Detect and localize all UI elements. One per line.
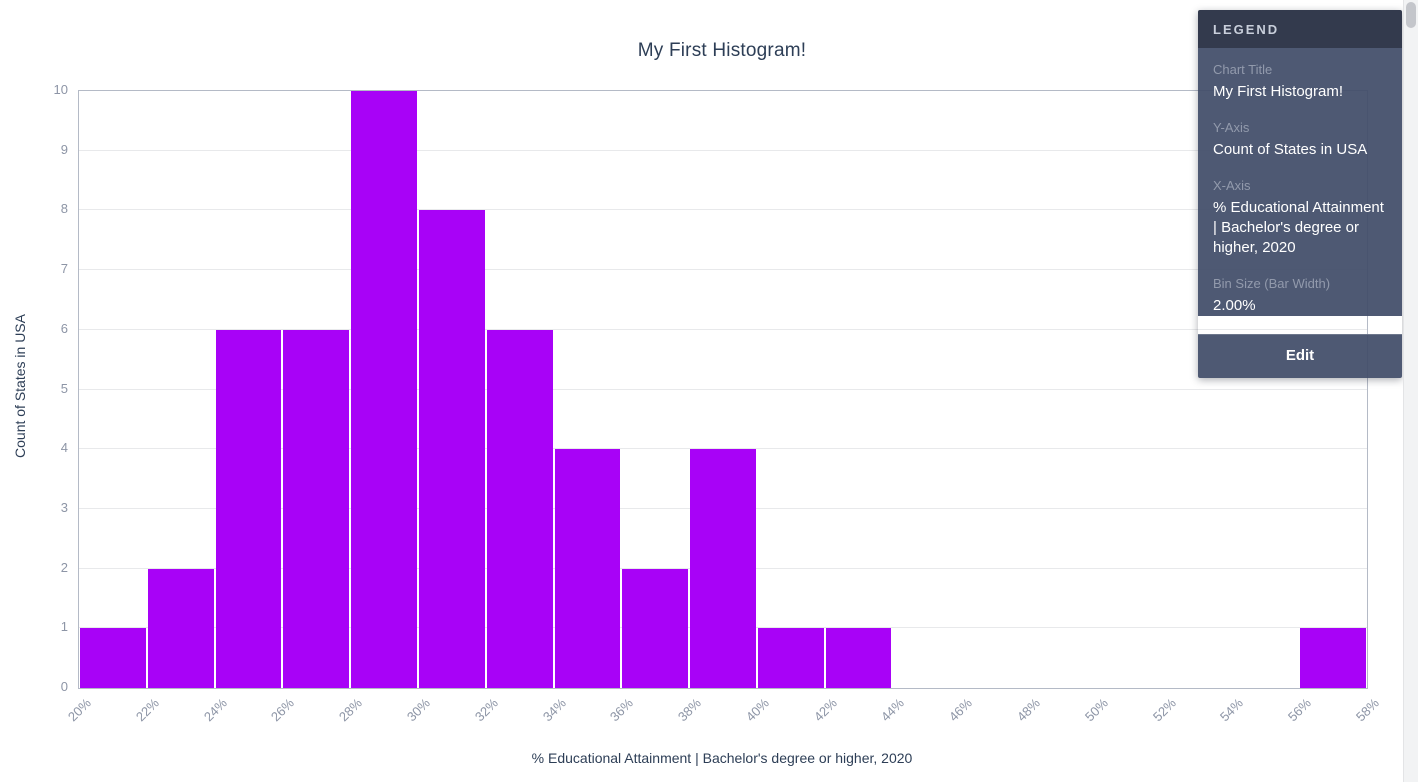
x-axis-tick-label: 44% <box>878 695 908 725</box>
histogram-bar[interactable] <box>147 568 214 688</box>
x-axis-tick-label: 28% <box>336 695 366 725</box>
histogram-bar[interactable] <box>690 449 756 688</box>
x-axis-tick-label: 46% <box>946 695 976 725</box>
edit-button[interactable]: Edit <box>1198 334 1402 378</box>
legend-header: LEGEND <box>1198 10 1402 48</box>
legend-body: Chart Title My First Histogram! Y-Axis C… <box>1198 48 1402 316</box>
y-axis-tick-label: 2 <box>60 559 68 575</box>
x-axis-tick-label: 34% <box>539 695 569 725</box>
histogram-bar[interactable] <box>825 628 892 688</box>
legend-value: % Educational Attainment | Bachelor's de… <box>1213 199 1384 256</box>
x-axis-tick-label: 56% <box>1285 695 1315 725</box>
histogram-bar[interactable] <box>486 329 553 688</box>
histogram-bar[interactable] <box>283 329 350 688</box>
legend-panel: LEGEND Chart Title My First Histogram! Y… <box>1198 10 1402 378</box>
y-axis-tick-label: 5 <box>60 380 68 396</box>
x-axis-tick-label: 24% <box>200 695 230 725</box>
histogram-bar[interactable] <box>1300 628 1366 688</box>
x-axis-tick-label: 54% <box>1217 695 1247 725</box>
legend-section-x-axis: X-Axis % Educational Attainment | Bachel… <box>1213 178 1387 258</box>
x-axis-tick-label: 32% <box>471 695 501 725</box>
gridline <box>79 388 1367 390</box>
gridline <box>79 328 1367 330</box>
y-axis-tick-label: 9 <box>60 141 68 157</box>
x-axis-tick-label: 30% <box>403 695 433 725</box>
legend-value: My First Histogram! <box>1213 83 1344 100</box>
legend-label: Bin Size (Bar Width) <box>1213 276 1331 291</box>
histogram-bar[interactable] <box>622 568 689 688</box>
gridline <box>79 149 1367 151</box>
y-axis-tick-label: 0 <box>60 679 68 694</box>
histogram-bar[interactable] <box>351 91 417 688</box>
x-axis-tick-label: 58% <box>1352 695 1382 725</box>
x-axis-title: % Educational Attainment | Bachelor's de… <box>531 750 913 766</box>
y-axis-tick-label: 4 <box>60 440 68 456</box>
x-axis-tick-label: 26% <box>268 695 298 725</box>
legend-section-chart-title: Chart Title My First Histogram! <box>1213 62 1387 102</box>
x-axis-tick-label: 40% <box>742 695 772 725</box>
y-axis-title: Count of States in USA <box>12 314 28 458</box>
histogram-bar[interactable] <box>418 210 485 688</box>
y-axis-tick-label: 10 <box>53 82 68 97</box>
gridline <box>79 448 1367 450</box>
legend-label: X-Axis <box>1213 178 1251 193</box>
legend-value: 2.00% <box>1213 297 1256 314</box>
histogram-bar[interactable] <box>554 449 621 688</box>
plot-area <box>78 90 1368 689</box>
legend-section-bin-size: Bin Size (Bar Width) 2.00% <box>1213 276 1387 316</box>
legend-section-y-axis: Y-Axis Count of States in USA <box>1213 120 1387 160</box>
x-axis-tick-label: 36% <box>607 695 637 725</box>
x-axis-tick-label: 52% <box>1149 695 1179 725</box>
chart-title: My First Histogram! <box>637 40 807 61</box>
x-axis-tick-label: 50% <box>1081 695 1111 725</box>
x-axis-tick-label: 20% <box>64 695 94 725</box>
y-axis-tick-label: 6 <box>60 320 68 336</box>
y-axis-tick-label: 1 <box>60 619 68 635</box>
legend-label: Chart Title <box>1213 62 1273 77</box>
gridline <box>79 209 1367 211</box>
scrollbar-thumb[interactable] <box>1406 2 1416 28</box>
histogram-bar[interactable] <box>80 628 146 688</box>
gridline <box>79 269 1367 271</box>
legend-value: Count of States in USA <box>1213 141 1368 158</box>
histogram-bar[interactable] <box>215 329 282 688</box>
x-axis-tick-label: 42% <box>810 695 840 725</box>
x-axis-tick-label: 38% <box>674 695 705 725</box>
y-axis-tick-label: 8 <box>60 201 68 217</box>
y-axis-tick-label: 3 <box>60 499 68 515</box>
scrollbar-track[interactable] <box>1403 0 1418 782</box>
x-axis-tick-label: 22% <box>132 695 162 725</box>
x-axis-tick-label: 48% <box>1013 695 1043 725</box>
y-axis-tick-label: 7 <box>60 261 68 277</box>
legend-label: Y-Axis <box>1213 120 1250 135</box>
histogram-bar[interactable] <box>757 628 824 688</box>
